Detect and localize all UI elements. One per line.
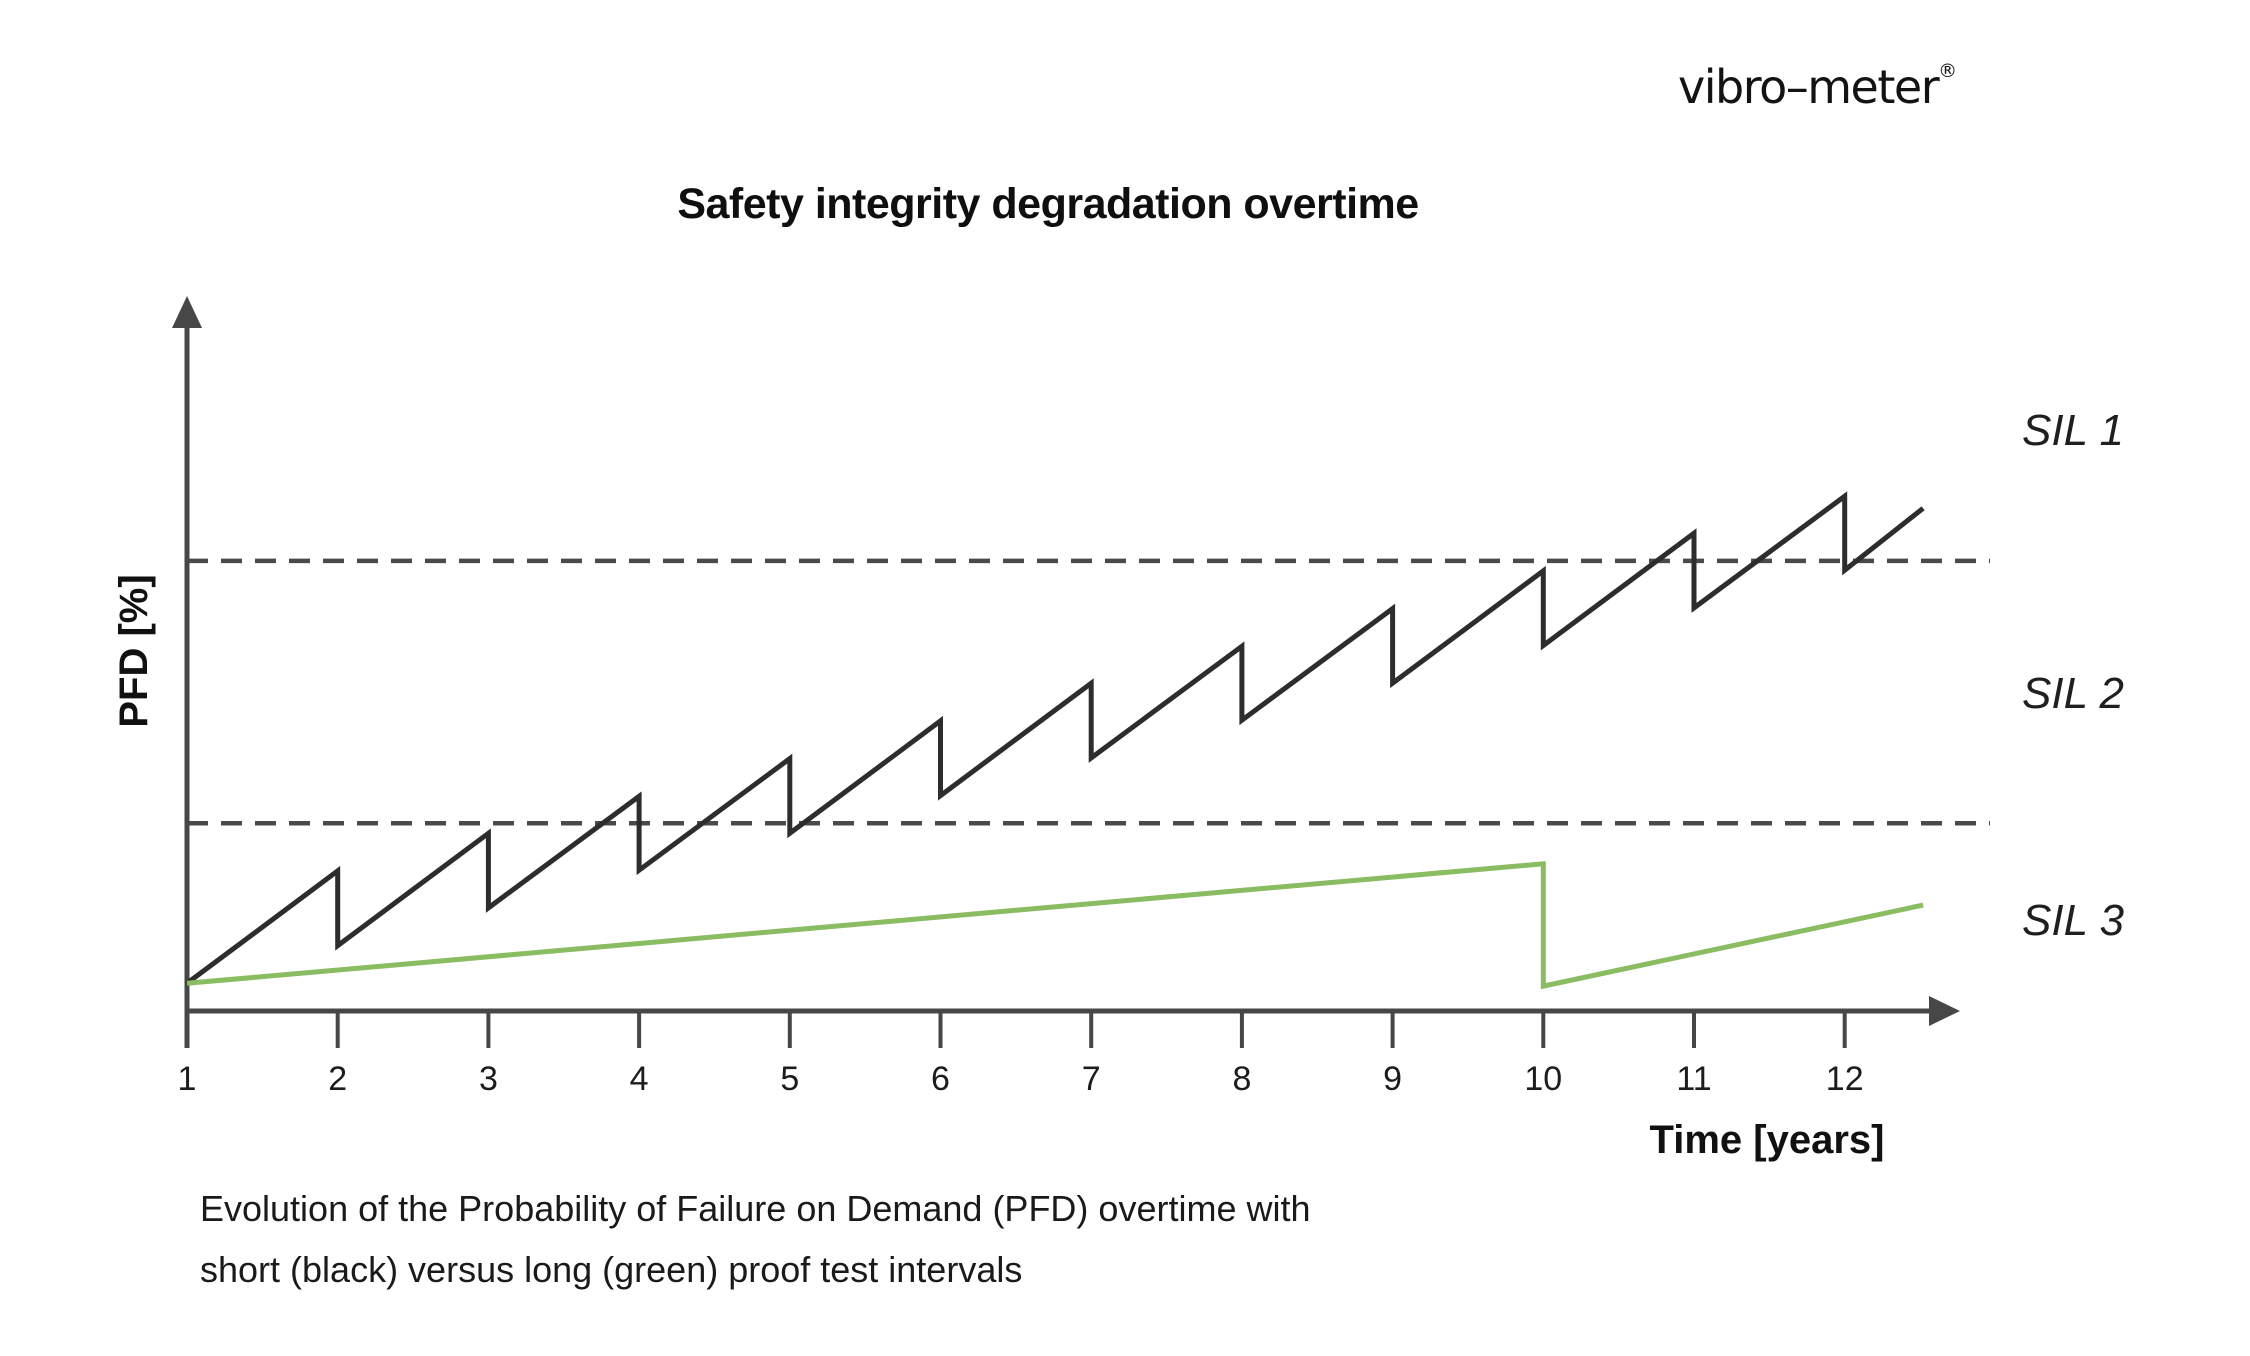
y-axis-arrowhead xyxy=(172,296,202,328)
chart-title: Safety integrity degradation overtime xyxy=(677,180,1419,228)
sil-2-zone-label: SIL 2 xyxy=(2022,669,2124,718)
x-tick-label-11: 11 xyxy=(1676,1060,1711,1098)
x-tick-label-8: 8 xyxy=(1232,1060,1251,1098)
series-line-short-interval-black xyxy=(185,491,1925,986)
x-axis-label: Time [years] xyxy=(1649,1118,1885,1162)
x-tick-label-4: 4 xyxy=(630,1060,649,1098)
sil-3-zone-label: SIL 3 xyxy=(2022,896,2124,945)
series-line-long-interval-green xyxy=(186,861,1924,990)
figure-caption: Evolution of the Probability of Failure … xyxy=(200,1178,1600,1300)
figure-caption-line-2: short (black) versus long (green) proof … xyxy=(200,1249,1023,1290)
x-tick-label-10: 10 xyxy=(1524,1060,1562,1098)
brand-logo: vibro–meter® xyxy=(1678,60,1998,114)
x-tick-label-5: 5 xyxy=(780,1060,799,1098)
figure-caption-line-1: Evolution of the Probability of Failure … xyxy=(200,1188,1311,1229)
x-tick-label-6: 6 xyxy=(931,1060,950,1098)
brand-logo-text: vibro–meter xyxy=(1678,60,1940,114)
x-tick-label-2: 2 xyxy=(328,1060,347,1098)
x-tick-label-1: 1 xyxy=(178,1060,197,1098)
x-tick-label-12: 12 xyxy=(1826,1060,1864,1098)
x-tick-label-7: 7 xyxy=(1082,1060,1101,1098)
x-axis-arrowhead xyxy=(1929,996,1960,1026)
registered-trademark-icon: ® xyxy=(1938,60,1958,82)
sil-1-zone-label: SIL 1 xyxy=(2022,406,2124,455)
x-tick-label-3: 3 xyxy=(479,1060,498,1098)
x-tick-label-9: 9 xyxy=(1383,1060,1402,1098)
